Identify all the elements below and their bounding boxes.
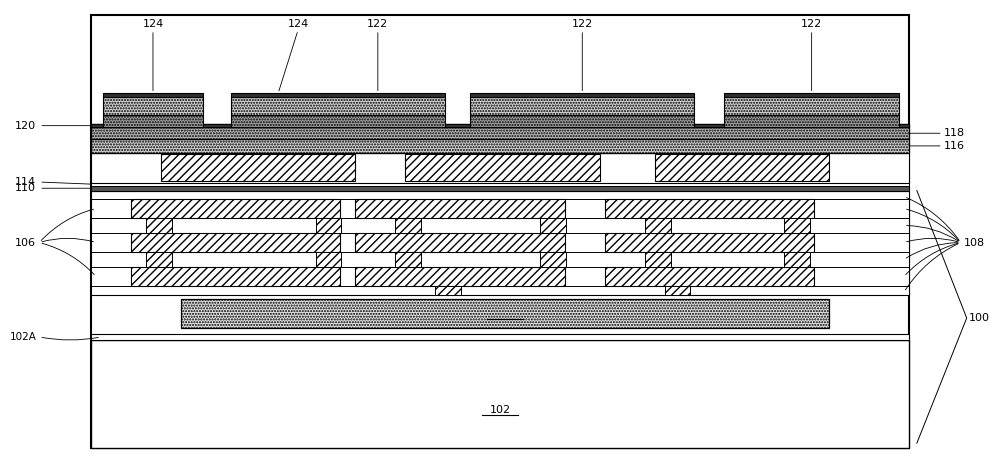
Text: 122: 122 bbox=[801, 19, 822, 29]
Bar bbox=[316, 252, 341, 267]
Text: 104: 104 bbox=[494, 308, 516, 319]
Bar bbox=[665, 286, 690, 294]
Bar bbox=[435, 286, 461, 294]
Bar bbox=[91, 186, 909, 191]
Text: 100: 100 bbox=[969, 313, 990, 323]
Bar bbox=[355, 267, 565, 286]
Bar bbox=[91, 124, 909, 127]
Bar bbox=[91, 191, 909, 294]
Text: 118: 118 bbox=[944, 128, 965, 138]
Bar bbox=[655, 154, 829, 181]
Bar bbox=[103, 115, 203, 127]
Bar bbox=[724, 94, 899, 97]
Bar bbox=[645, 252, 671, 267]
Bar bbox=[91, 183, 909, 186]
Bar bbox=[405, 154, 600, 181]
Bar bbox=[724, 97, 899, 115]
Text: 112: 112 bbox=[671, 163, 692, 173]
Bar bbox=[91, 127, 909, 139]
Bar bbox=[355, 233, 565, 252]
Bar bbox=[103, 94, 203, 97]
Bar bbox=[316, 218, 341, 233]
Bar bbox=[91, 15, 909, 448]
Bar bbox=[724, 115, 899, 127]
Bar bbox=[470, 97, 694, 115]
Bar bbox=[540, 252, 566, 267]
Bar bbox=[146, 218, 172, 233]
Bar bbox=[784, 218, 810, 233]
Bar bbox=[395, 218, 421, 233]
Bar bbox=[131, 233, 340, 252]
Bar bbox=[91, 334, 909, 340]
Bar bbox=[645, 218, 671, 233]
Text: 106: 106 bbox=[15, 238, 36, 248]
Bar bbox=[605, 233, 814, 252]
Text: 114: 114 bbox=[15, 177, 36, 187]
Text: 122: 122 bbox=[367, 19, 388, 29]
Bar bbox=[231, 97, 445, 115]
Text: 124: 124 bbox=[287, 19, 309, 29]
Bar bbox=[470, 115, 694, 127]
Bar bbox=[231, 94, 445, 97]
Bar bbox=[161, 154, 355, 181]
Bar bbox=[131, 267, 340, 286]
Text: 122: 122 bbox=[572, 19, 593, 29]
Text: 124: 124 bbox=[142, 19, 164, 29]
Bar bbox=[470, 94, 694, 97]
Bar bbox=[540, 218, 566, 233]
Text: 102A: 102A bbox=[9, 332, 36, 342]
Bar bbox=[91, 139, 909, 153]
Text: 116: 116 bbox=[944, 141, 965, 151]
Text: 102: 102 bbox=[489, 405, 511, 415]
Bar bbox=[355, 199, 565, 218]
Bar bbox=[103, 97, 203, 115]
Bar bbox=[91, 153, 909, 183]
Text: 112: 112 bbox=[187, 163, 208, 173]
Bar bbox=[605, 199, 814, 218]
Text: 120: 120 bbox=[15, 121, 36, 131]
Bar bbox=[231, 115, 445, 127]
Bar bbox=[605, 267, 814, 286]
Bar bbox=[784, 252, 810, 267]
Text: 110: 110 bbox=[15, 183, 36, 193]
Bar bbox=[395, 252, 421, 267]
Bar bbox=[91, 340, 909, 448]
Bar bbox=[146, 252, 172, 267]
Bar bbox=[131, 199, 340, 218]
Bar bbox=[181, 299, 829, 328]
Text: 112: 112 bbox=[432, 163, 453, 173]
Text: 108: 108 bbox=[964, 238, 985, 248]
